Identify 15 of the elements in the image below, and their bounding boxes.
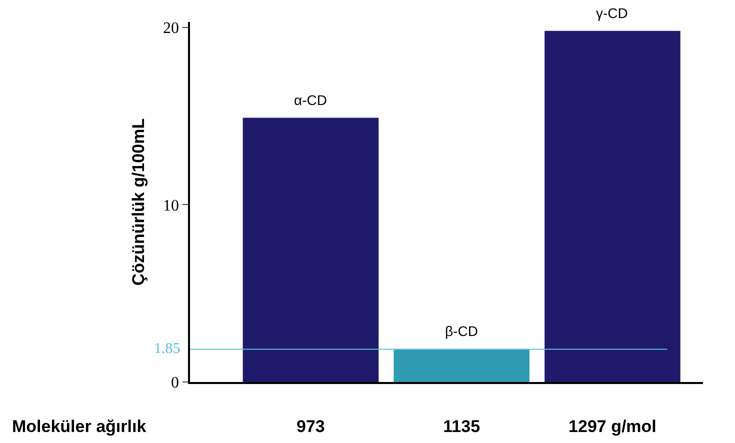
annotation: β-CD: [445, 323, 478, 339]
y-tick-label: 10: [163, 197, 180, 214]
bar: [394, 349, 530, 382]
annotation: α-CD: [294, 92, 327, 108]
bar: [544, 30, 680, 382]
y-tick-label: 20: [163, 20, 180, 37]
x-tick-label: 1135: [443, 417, 480, 436]
annotation: γ-CD: [596, 5, 628, 21]
ref-line-label: 1.85: [154, 341, 180, 357]
x-tick-label: 973: [296, 417, 325, 436]
text: Moleküler ağırlık: [12, 417, 147, 436]
bar: [242, 118, 379, 382]
x-tick-label: 1297 g/mol: [568, 417, 656, 436]
y-axis-title: Çözünürlük g/100mL: [129, 118, 148, 286]
y-tick-label: 0: [171, 374, 180, 392]
